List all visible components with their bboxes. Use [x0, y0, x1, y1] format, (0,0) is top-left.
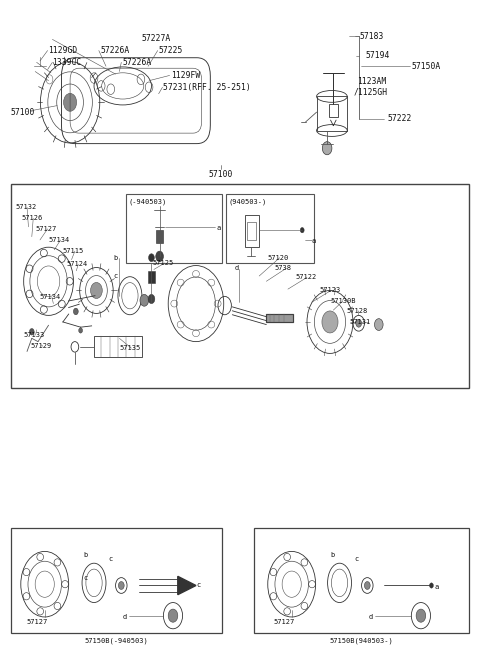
Text: 57127: 57127 — [26, 618, 48, 625]
Text: c: c — [83, 575, 87, 581]
Text: 57120: 57120 — [268, 255, 289, 261]
Text: 57222: 57222 — [387, 114, 412, 124]
Text: 57194: 57194 — [365, 51, 390, 60]
Text: b: b — [330, 552, 334, 558]
Text: c: c — [114, 273, 118, 279]
Text: 57122: 57122 — [295, 275, 316, 281]
Text: 57100: 57100 — [10, 108, 35, 117]
Text: 57183: 57183 — [360, 32, 384, 41]
Bar — [266, 314, 293, 322]
Text: 5738: 5738 — [275, 265, 291, 271]
Text: /1125GH: /1125GH — [354, 88, 388, 97]
Text: 57225: 57225 — [158, 46, 183, 55]
Text: 57124: 57124 — [66, 261, 87, 267]
Text: 1129FW: 1129FW — [170, 71, 200, 80]
Text: 57133: 57133 — [24, 332, 45, 338]
Circle shape — [356, 319, 361, 327]
Text: (940503-): (940503-) — [228, 198, 266, 205]
Text: 57128: 57128 — [346, 307, 368, 314]
Text: c: c — [355, 556, 359, 562]
Circle shape — [156, 251, 163, 261]
Text: d: d — [368, 614, 372, 620]
Circle shape — [416, 609, 426, 622]
Bar — [328, 104, 338, 118]
Bar — [126, 194, 222, 263]
Text: 57150B(-940503): 57150B(-940503) — [84, 638, 148, 645]
Bar — [156, 230, 163, 243]
Circle shape — [140, 294, 149, 306]
Text: b: b — [114, 255, 118, 261]
Circle shape — [29, 328, 34, 335]
Circle shape — [168, 609, 178, 622]
Circle shape — [364, 581, 370, 589]
Text: 57135: 57135 — [120, 345, 141, 351]
Text: 57129: 57129 — [31, 343, 52, 350]
Text: a: a — [312, 238, 316, 244]
Text: 1129GD: 1129GD — [48, 46, 77, 55]
Text: 57150B(940503-): 57150B(940503-) — [330, 638, 394, 645]
Text: 57131: 57131 — [349, 319, 371, 325]
Text: 57132: 57132 — [15, 204, 36, 210]
Text: 57130B: 57130B — [331, 298, 357, 304]
Text: c: c — [108, 556, 113, 562]
Circle shape — [374, 319, 383, 330]
Bar — [11, 528, 222, 633]
Circle shape — [149, 254, 155, 261]
Bar — [94, 336, 142, 357]
Circle shape — [79, 328, 83, 333]
Text: 57100: 57100 — [209, 170, 233, 179]
Text: c: c — [196, 583, 200, 589]
Text: 57227A: 57227A — [142, 34, 171, 43]
Text: b: b — [83, 552, 87, 558]
Circle shape — [119, 581, 124, 589]
Text: 57134: 57134 — [48, 237, 70, 243]
Text: a: a — [216, 225, 220, 231]
Bar — [317, 97, 347, 131]
Circle shape — [300, 227, 304, 233]
Bar — [11, 184, 469, 388]
Text: 57123: 57123 — [319, 288, 340, 294]
Text: d: d — [234, 265, 239, 271]
Bar — [247, 221, 256, 240]
Text: 1123AM: 1123AM — [357, 78, 386, 87]
Circle shape — [323, 142, 332, 155]
Text: 1339CC: 1339CC — [52, 58, 82, 67]
Text: 57127: 57127 — [274, 618, 295, 625]
Text: 57127: 57127 — [36, 226, 57, 232]
Circle shape — [430, 583, 433, 588]
Text: 57134: 57134 — [40, 294, 61, 300]
Text: (-940503): (-940503) — [129, 198, 167, 205]
Circle shape — [322, 311, 338, 333]
Text: 57226A: 57226A — [100, 46, 130, 55]
Circle shape — [148, 294, 155, 304]
Polygon shape — [178, 576, 196, 595]
Bar — [148, 271, 155, 283]
Bar — [245, 215, 259, 246]
Circle shape — [63, 93, 77, 111]
Text: 57115: 57115 — [63, 248, 84, 254]
Text: 57126: 57126 — [21, 215, 43, 221]
Text: a: a — [434, 584, 439, 590]
Text: 57150A: 57150A — [411, 62, 441, 71]
Bar — [254, 528, 469, 633]
Text: 57226A: 57226A — [123, 58, 152, 67]
Bar — [226, 194, 314, 263]
Text: 57125: 57125 — [153, 260, 174, 266]
Circle shape — [91, 283, 102, 298]
Circle shape — [73, 308, 78, 315]
Text: 57231(RFF. 25-251): 57231(RFF. 25-251) — [163, 83, 251, 92]
Text: d: d — [123, 614, 127, 620]
